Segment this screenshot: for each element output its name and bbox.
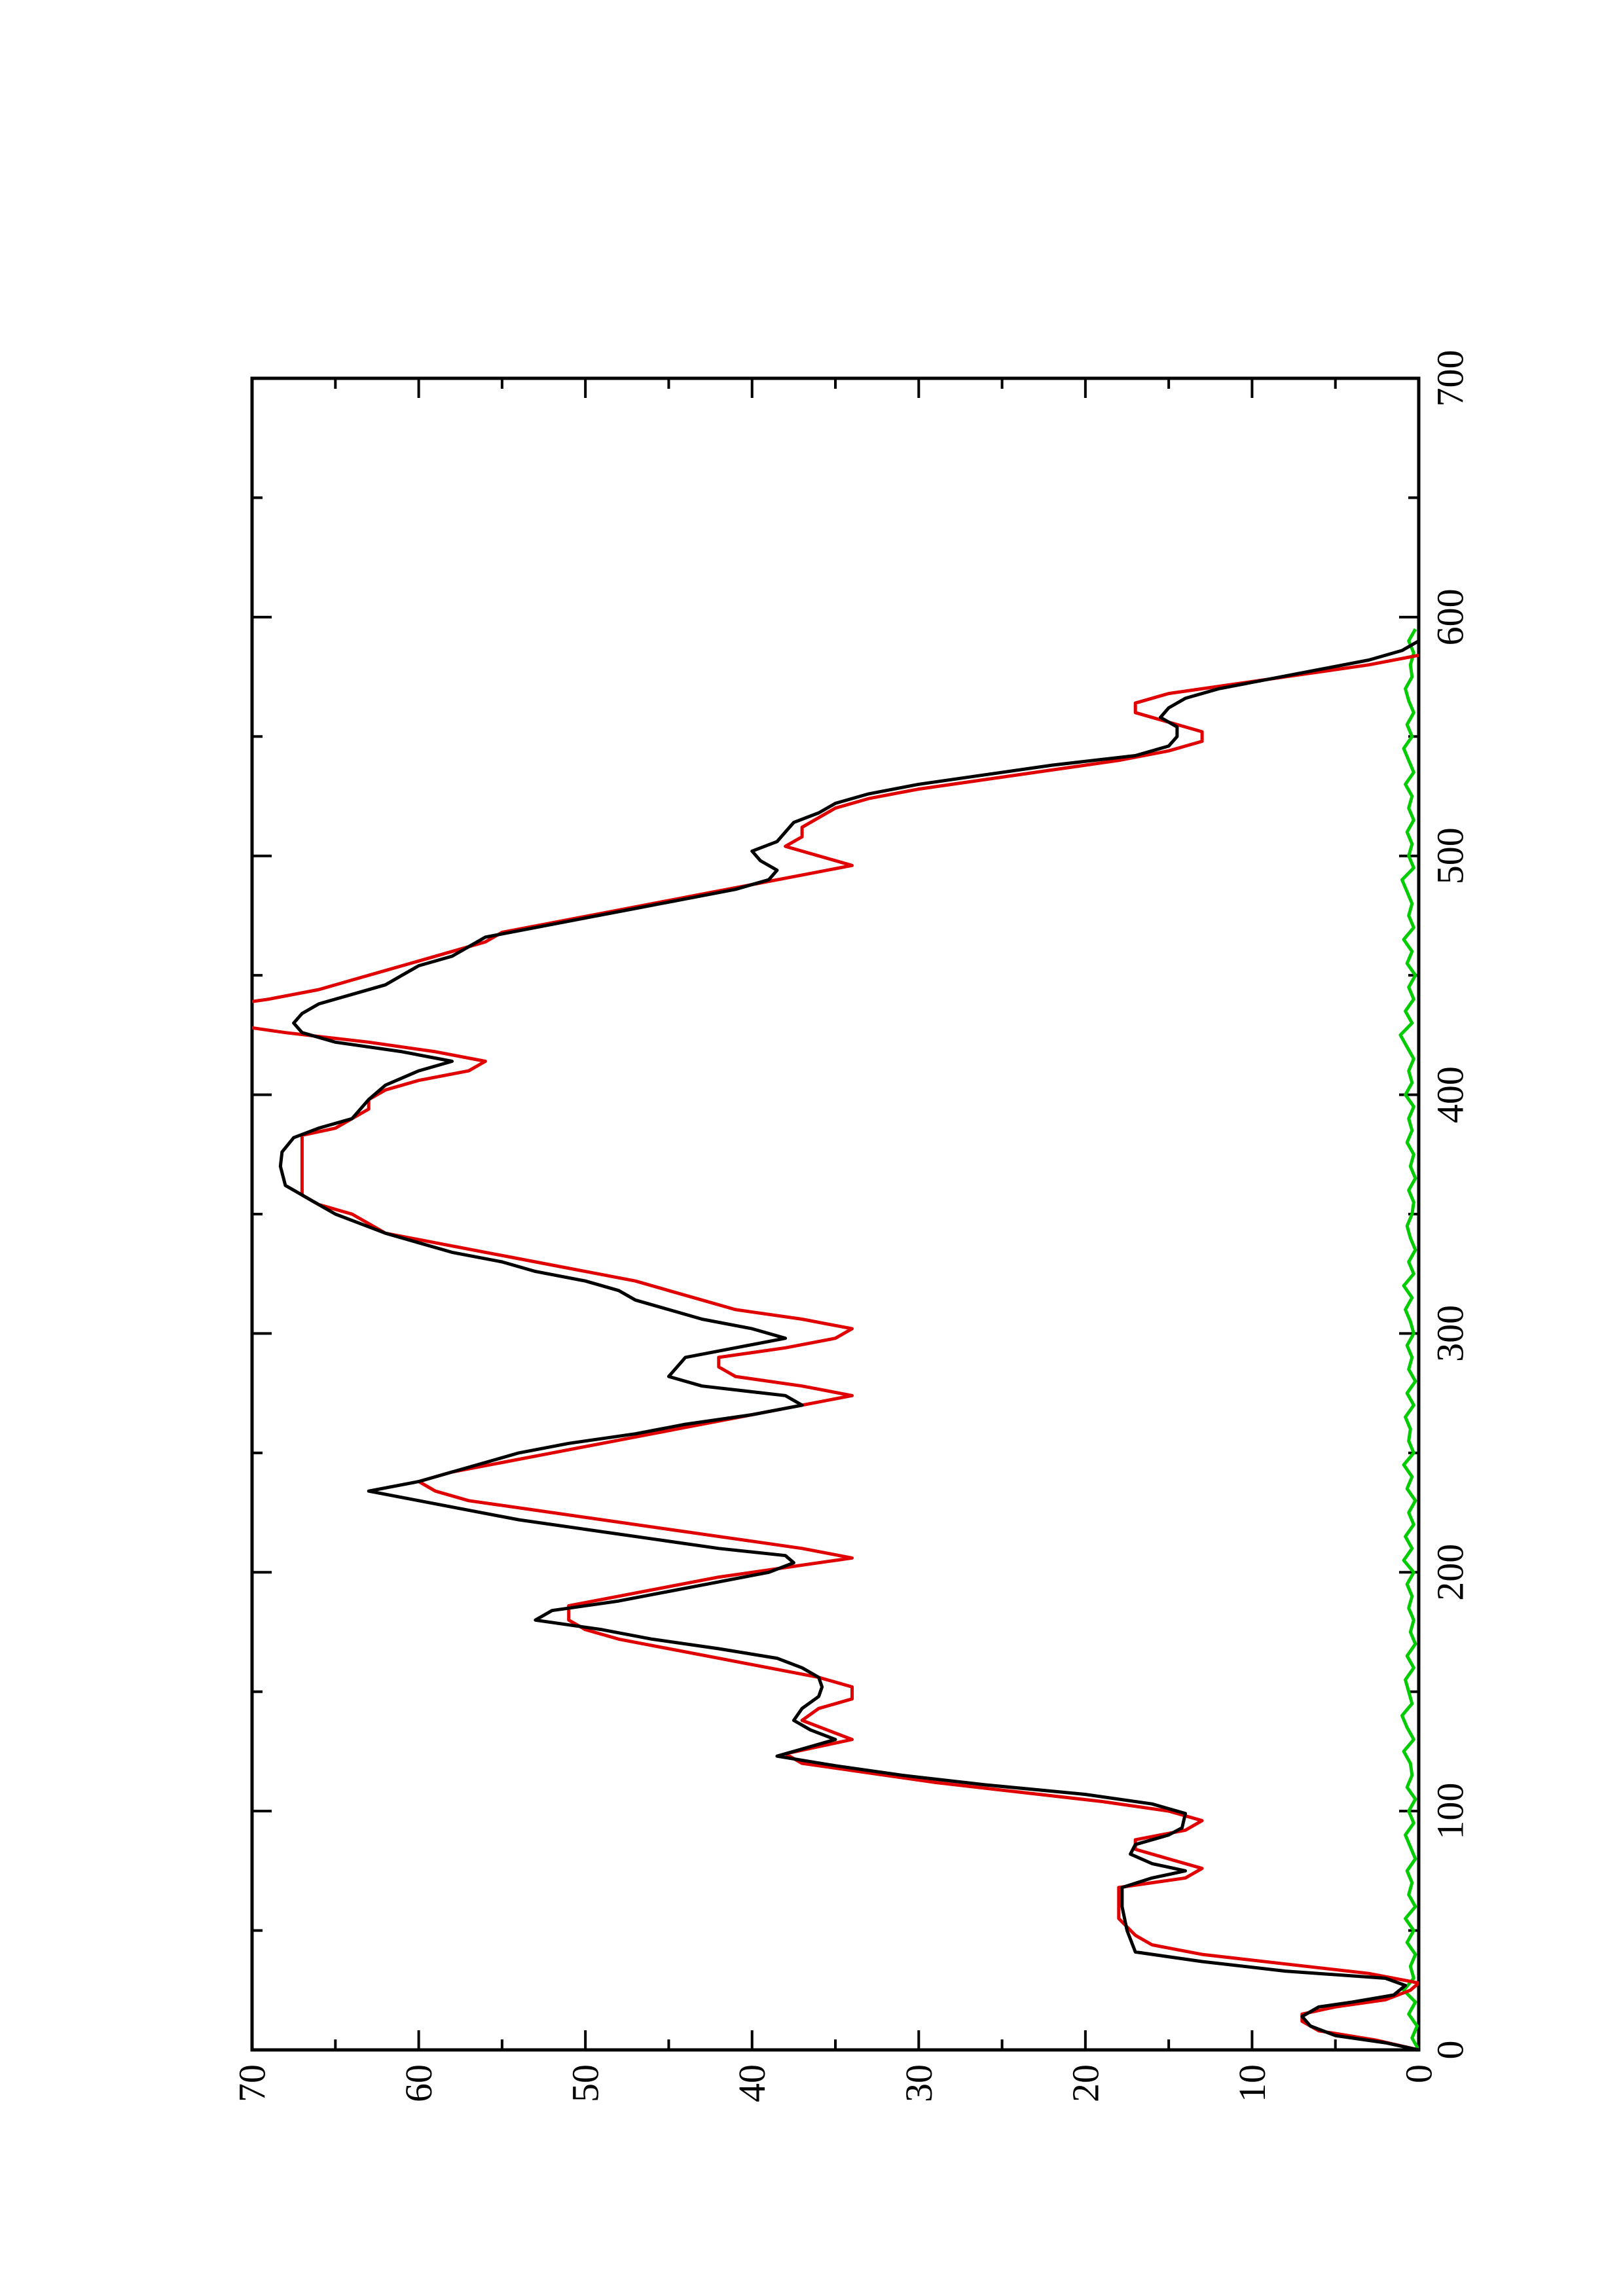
x-tick-label: 700: [1429, 350, 1472, 407]
x-tick-label: 500: [1429, 827, 1472, 884]
x-tick-label: 100: [1429, 1783, 1472, 1840]
tick-labels: 0 100 200 300 400 500 600 700 0 10 20 30 40 50 60 70: [231, 350, 1472, 2103]
y-tick-label: 50: [564, 2064, 607, 2102]
series-line-2: [1398, 628, 1419, 2050]
x-tick-label: 300: [1429, 1305, 1472, 1362]
x-tick-label: 200: [1429, 1544, 1472, 1601]
y-tick-label: 30: [898, 2064, 940, 2102]
y-tick-label: 60: [397, 2064, 440, 2102]
axis-ticks: [251, 377, 1420, 2051]
y-tick-label: 20: [1064, 2064, 1106, 2102]
series-line-1: [252, 653, 1419, 2050]
plot-frame: [250, 376, 1421, 2052]
y-tick-label: 40: [731, 2064, 773, 2102]
x-tick-label: 0: [1429, 2041, 1472, 2060]
series-line-0: [278, 639, 1419, 2050]
y-tick-label: 70: [231, 2064, 274, 2102]
x-tick-label: 600: [1429, 588, 1472, 645]
y-tick-label: 0: [1398, 2064, 1440, 2083]
series-group: [252, 628, 1419, 2050]
y-tick-label: 10: [1231, 2064, 1273, 2102]
x-tick-label: 400: [1429, 1066, 1472, 1123]
